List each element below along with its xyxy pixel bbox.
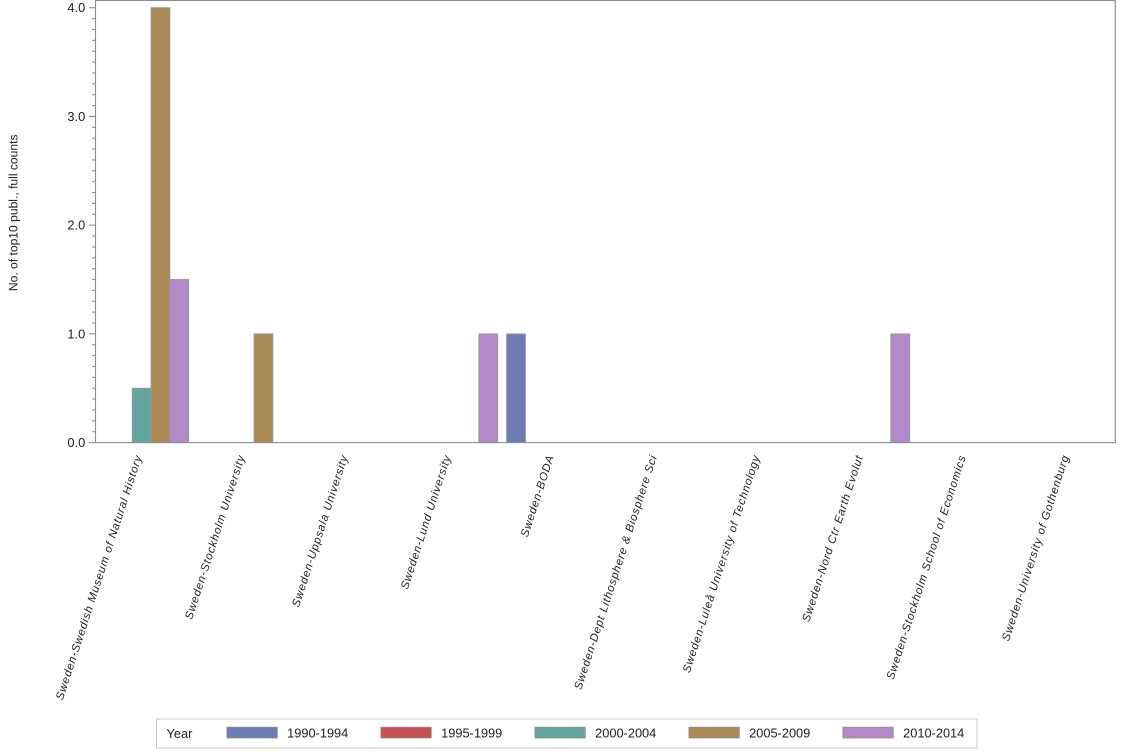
svg-text:2005-2009: 2005-2009 <box>749 726 810 741</box>
svg-text:2010-2014: 2010-2014 <box>903 726 964 741</box>
svg-text:1.0: 1.0 <box>67 326 85 341</box>
svg-text:No. of top10 publ., full count: No. of top10 publ., full counts <box>6 134 20 291</box>
svg-text:3.0: 3.0 <box>67 109 85 124</box>
svg-text:2000-2004: 2000-2004 <box>595 726 656 741</box>
svg-text:1990-1994: 1990-1994 <box>287 726 348 741</box>
svg-text:1995-1999: 1995-1999 <box>441 726 502 741</box>
svg-text:0.0: 0.0 <box>67 435 85 450</box>
svg-text:Year: Year <box>167 726 194 741</box>
svg-text:4.0: 4.0 <box>67 0 85 15</box>
svg-text:2.0: 2.0 <box>67 218 85 233</box>
